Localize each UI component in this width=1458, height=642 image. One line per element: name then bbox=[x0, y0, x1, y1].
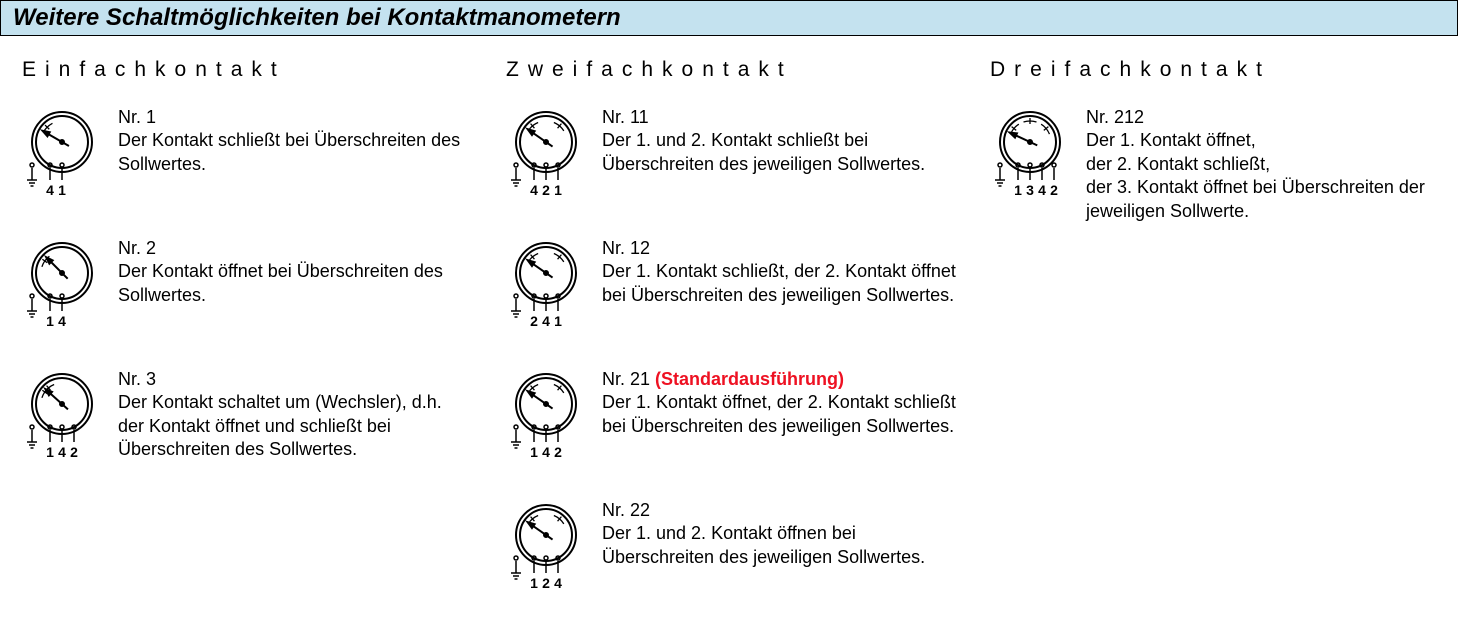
gauge-diagram: 124 bbox=[502, 499, 602, 604]
item-text: Nr. 12 Der 1. Kontakt schließt, der 2. Ko… bbox=[602, 237, 956, 307]
item-text: Nr. 3 Der Kontakt schaltet um (Wechs­ler)… bbox=[118, 368, 472, 462]
svg-text:4: 4 bbox=[46, 182, 54, 198]
item-description: Der 1. und 2. Kontakt schließt bei Übers… bbox=[602, 130, 925, 173]
contact-item: 241Nr. 12Der 1. Kontakt schließt, der 2.… bbox=[502, 237, 956, 342]
item-number: Nr. 1 bbox=[118, 107, 156, 127]
item-number: Nr. 2 bbox=[118, 238, 156, 258]
item-text: Nr. 2 Der Kontakt öffnet bei Überschrei­t… bbox=[118, 237, 472, 307]
columns-container: Einfachkontakt41Nr. 1Der Kontakt schließ… bbox=[0, 36, 1458, 642]
item-text: Nr. 22 Der 1. und 2. Kontakt öffnen bei Ü… bbox=[602, 499, 956, 569]
item-number: Nr. 12 bbox=[602, 238, 650, 258]
contact-item: 142Nr. 21 (Standardausführung)Der 1. Kon… bbox=[502, 368, 956, 473]
svg-text:4: 4 bbox=[1038, 182, 1046, 198]
item-description: Der Kontakt schließt bei Über­schreiten … bbox=[118, 130, 460, 173]
section-title: Weitere Schaltmöglichkeiten bei Kontaktm… bbox=[0, 0, 1458, 36]
svg-text:4: 4 bbox=[542, 313, 550, 329]
svg-text:1: 1 bbox=[1014, 182, 1022, 198]
svg-text:1: 1 bbox=[554, 182, 562, 198]
svg-text:3: 3 bbox=[1026, 182, 1034, 198]
svg-text:1: 1 bbox=[530, 575, 538, 591]
item-text: Nr. 21 (Standardausführung) Der 1. Kontak… bbox=[602, 368, 956, 438]
svg-text:4: 4 bbox=[58, 313, 66, 329]
contact-item: 421Nr. 11Der 1. und 2. Kontakt schließt … bbox=[502, 106, 956, 211]
item-description: Der 1. Kontakt schließt, der 2. Kontakt … bbox=[602, 261, 956, 304]
svg-text:1: 1 bbox=[554, 313, 562, 329]
svg-text:2: 2 bbox=[554, 444, 562, 460]
gauge-diagram: 41 bbox=[18, 106, 118, 211]
column-heading: Einfachkontakt bbox=[22, 58, 472, 82]
gauge-diagram: 142 bbox=[502, 368, 602, 473]
contact-item: 1342Nr. 212Der 1. Kontakt öffnet, der 2.… bbox=[986, 106, 1440, 223]
gauge-diagram: 14 bbox=[18, 237, 118, 342]
svg-text:2: 2 bbox=[70, 444, 78, 460]
svg-text:2: 2 bbox=[530, 313, 538, 329]
item-number: Nr. 21 bbox=[602, 369, 650, 389]
svg-text:1: 1 bbox=[46, 444, 54, 460]
item-description: Der 1. und 2. Kontakt öffnen bei Übersch… bbox=[602, 523, 925, 566]
column-0: Einfachkontakt41Nr. 1Der Kontakt schließ… bbox=[18, 48, 472, 630]
svg-text:1: 1 bbox=[46, 313, 54, 329]
svg-text:1: 1 bbox=[530, 444, 538, 460]
item-description: Der Kontakt öffnet bei Überschrei­ten de… bbox=[118, 261, 443, 304]
column-heading: Zweifachkontakt bbox=[506, 58, 956, 82]
column-heading: Dreifachkontakt bbox=[990, 58, 1440, 82]
item-number: Nr. 11 bbox=[602, 107, 649, 127]
item-text: Nr. 212 Der 1. Kontakt öffnet, der 2. Kon… bbox=[1086, 106, 1440, 223]
standard-tag: (Standardausführung) bbox=[655, 369, 844, 389]
svg-text:4: 4 bbox=[58, 444, 66, 460]
item-description: Der Kontakt schaltet um (Wechs­ler), d.h… bbox=[118, 392, 442, 459]
column-1: Zweifachkontakt421Nr. 11Der 1. und 2. Ko… bbox=[502, 48, 956, 630]
gauge-diagram: 421 bbox=[502, 106, 602, 211]
column-2: Dreifachkontakt1342Nr. 212Der 1. Kontakt… bbox=[986, 48, 1440, 630]
gauge-diagram: 1342 bbox=[986, 106, 1086, 211]
item-text: Nr. 1 Der Kontakt schließt bei Über­schre… bbox=[118, 106, 472, 176]
svg-text:4: 4 bbox=[554, 575, 562, 591]
contact-item: 14Nr. 2Der Kontakt öffnet bei Überschrei… bbox=[18, 237, 472, 342]
item-number: Nr. 3 bbox=[118, 369, 156, 389]
item-description: Der 1. Kontakt öffnet, der 2. Kontakt sc… bbox=[1086, 130, 1425, 220]
item-number: Nr. 22 bbox=[602, 500, 650, 520]
item-text: Nr. 11 Der 1. und 2. Kontakt schließt bei… bbox=[602, 106, 956, 176]
svg-text:4: 4 bbox=[530, 182, 538, 198]
svg-text:2: 2 bbox=[542, 575, 550, 591]
contact-item: 142Nr. 3Der Kontakt schaltet um (Wechs­l… bbox=[18, 368, 472, 473]
gauge-diagram: 142 bbox=[18, 368, 118, 473]
item-number: Nr. 212 bbox=[1086, 107, 1144, 127]
contact-item: 41Nr. 1Der Kontakt schließt bei Über­sch… bbox=[18, 106, 472, 211]
svg-text:1: 1 bbox=[58, 182, 66, 198]
item-description: Der 1. Kontakt öffnet, der 2. Kontakt sc… bbox=[602, 392, 956, 435]
svg-text:2: 2 bbox=[1050, 182, 1058, 198]
contact-item: 124Nr. 22Der 1. und 2. Kontakt öffnen be… bbox=[502, 499, 956, 604]
svg-text:4: 4 bbox=[542, 444, 550, 460]
svg-text:2: 2 bbox=[542, 182, 550, 198]
gauge-diagram: 241 bbox=[502, 237, 602, 342]
